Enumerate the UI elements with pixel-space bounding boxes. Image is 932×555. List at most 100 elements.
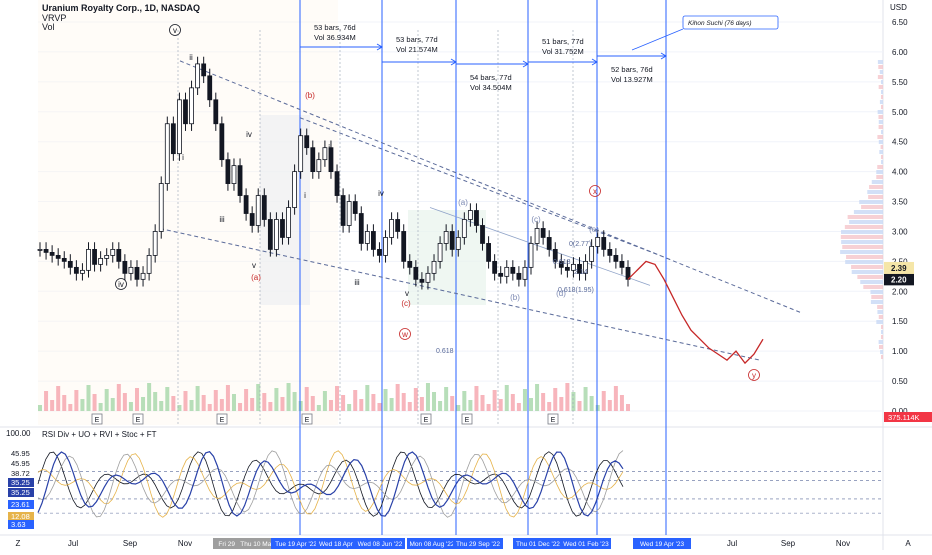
vrvp-bar (881, 90, 883, 94)
osc-right-label: 45.95 (11, 459, 30, 468)
vrvp-bar (881, 355, 883, 359)
volume-bar (517, 403, 521, 411)
candle-body (311, 148, 315, 172)
range-vol-text: Vol 36.934M (314, 33, 356, 42)
wave-label: v (173, 26, 177, 35)
candle-body (529, 243, 533, 267)
candle-body (505, 267, 509, 276)
candle-body (371, 231, 375, 249)
vrvp-bar (840, 250, 883, 254)
volume-bar (390, 398, 394, 411)
volume-bar (468, 400, 472, 411)
volume-bar (347, 404, 351, 411)
vrvp-bar (859, 200, 883, 204)
vrvp-bar (881, 330, 883, 334)
volume-bar (232, 394, 236, 411)
time-highlight-label: Thu 01 Dec '22 (516, 541, 560, 548)
vrvp-bar (851, 265, 883, 269)
candle-body (493, 261, 497, 273)
volume-bar (626, 404, 630, 411)
candle-body (111, 249, 115, 255)
vrvp-bar (870, 290, 883, 294)
candle-body (80, 270, 84, 273)
time-tick-label: Nov (178, 539, 192, 548)
volume-bar (171, 396, 175, 411)
volume-bar (62, 395, 66, 411)
wave-label: (b) (510, 293, 520, 302)
volume-bar (93, 394, 97, 411)
vrvp-bar (845, 260, 883, 264)
osc-right-label: 45.95 (11, 449, 30, 458)
candle-body (147, 255, 151, 273)
volume-bar (238, 403, 242, 411)
vrvp-bar (849, 220, 883, 224)
price-tick-label: 0.50 (892, 377, 908, 386)
volume-bar (353, 390, 357, 411)
volume-bar (474, 386, 478, 411)
volume-bar (541, 393, 545, 411)
vrvp-bar (879, 340, 883, 344)
time-tick-label: Sep (781, 539, 796, 548)
wave-label: iii (219, 215, 225, 224)
candle-body (317, 160, 321, 172)
volume-bar (602, 391, 606, 411)
volume-bar (414, 388, 418, 411)
candle-body (511, 267, 515, 273)
candle-body (596, 237, 600, 246)
time-highlight-label: Tue 19 Apr '22 (275, 541, 317, 548)
volume-bar (44, 391, 48, 411)
vrvp-bar (841, 235, 883, 239)
range-bars-text: 53 bars, 77d (396, 35, 438, 44)
vrvp-bar (842, 245, 883, 249)
candle-body (202, 64, 206, 76)
wave-label: v (252, 261, 256, 270)
price-axis-currency: USD (890, 3, 907, 12)
candle-body (129, 267, 133, 273)
time-highlight-label: Mon 08 Aug '22 (410, 541, 455, 548)
volume-bar (608, 400, 612, 411)
osc-right-label: 3.63 (11, 520, 26, 529)
candle-body (341, 196, 345, 226)
vrvp-bar (881, 105, 883, 109)
candle-body (608, 249, 612, 255)
wave-label: (a) (251, 273, 261, 282)
candle-body (402, 231, 406, 261)
wave-label: y (752, 371, 756, 380)
volume-bar (56, 386, 60, 411)
vrvp-bar (881, 155, 883, 159)
volume-bar (341, 395, 345, 411)
vrvp-bar (877, 135, 883, 139)
volume-bar (584, 387, 588, 411)
vrvp-bar (881, 130, 883, 134)
volume-bar (559, 397, 563, 411)
volume-bar (226, 385, 230, 411)
vrvp-bar (852, 270, 883, 274)
candle-body (541, 228, 545, 237)
time-axis: JulSepNovJulSepNovFri 29 Jan '21Thu 10 M… (16, 538, 912, 549)
volume-bar (38, 405, 42, 411)
candle-body (408, 261, 412, 267)
volume-bar (444, 387, 448, 411)
vrvp-bar (881, 95, 883, 99)
volume-bar (596, 405, 600, 411)
volume-bar (159, 401, 163, 411)
volume-bar (256, 384, 260, 411)
vrvp-bar (868, 195, 883, 199)
vrvp-bar (848, 215, 883, 219)
candle-body (44, 249, 48, 252)
candle-body (93, 249, 97, 264)
fib-label: 0.618 (553, 259, 571, 266)
time-highlight-label: Wed 19 Apr '23 (640, 541, 685, 548)
volume-bar (335, 386, 339, 411)
vrvp-bar (879, 120, 883, 124)
vrvp-bar (860, 280, 883, 284)
candle-body (438, 243, 442, 261)
earnings-marker: E (424, 417, 429, 424)
earnings-marker: E (136, 417, 141, 424)
vrvp-bar (880, 70, 883, 74)
vrvp-bar (877, 165, 883, 169)
candle-body (232, 166, 236, 184)
volume-bar (117, 384, 121, 411)
volume-bar (305, 387, 309, 411)
earnings-marker: E (220, 417, 225, 424)
